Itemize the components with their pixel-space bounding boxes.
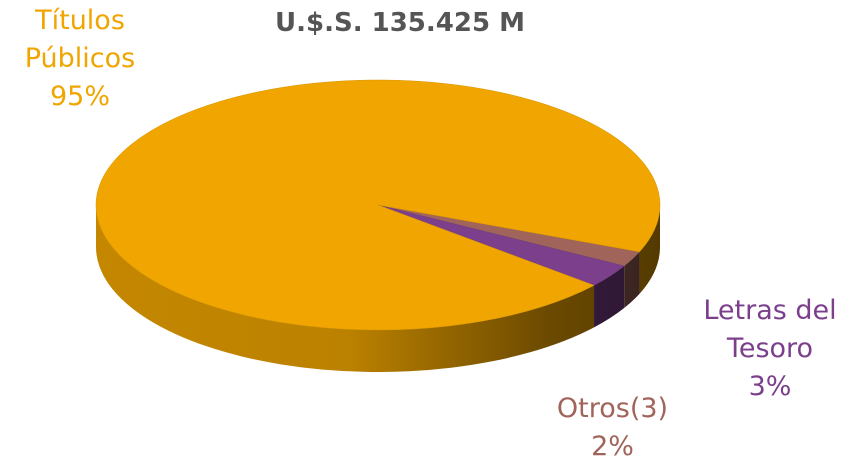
slice-label: Títulos Públicos 95% xyxy=(5,2,155,116)
chart-title: U.$.S. 135.425 M xyxy=(275,8,525,38)
slice-side xyxy=(624,251,640,308)
category-label: Otros(3) xyxy=(556,393,669,424)
value-label: 95% xyxy=(49,81,110,112)
category-label: Títulos Públicos xyxy=(24,5,136,74)
slice-label: Otros(3) 2% xyxy=(535,390,690,465)
slice xyxy=(95,79,661,331)
slice-side xyxy=(639,205,660,294)
slice-side xyxy=(95,205,595,372)
value-label: 2% xyxy=(591,431,634,462)
category-label: Letras del Tesoro xyxy=(703,295,837,364)
value-label: 3% xyxy=(748,371,792,402)
slice-label: Letras del Tesoro 3% xyxy=(690,292,850,406)
